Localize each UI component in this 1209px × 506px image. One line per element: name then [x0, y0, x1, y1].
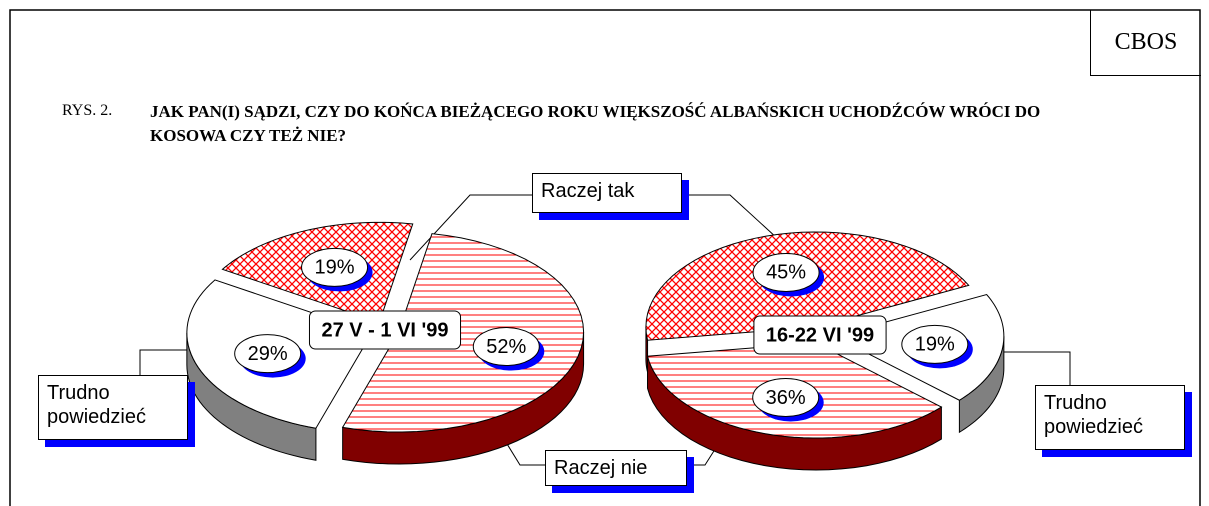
- subtitle-box: [308, 310, 462, 350]
- subtitle-box: [753, 315, 887, 355]
- slice: [341, 233, 585, 433]
- value-label: 19%: [315, 257, 355, 279]
- pie: 19% 52% 29% 27 V - 1 VI '99: [186, 221, 585, 465]
- value-label: 36%: [766, 387, 806, 409]
- value-label: 45%: [766, 262, 806, 284]
- label-bubble: [234, 334, 302, 374]
- category-label: Raczej nie: [545, 450, 687, 486]
- source: CBOS: [1090, 10, 1201, 76]
- leader-lines: [139, 194, 1071, 466]
- category-label: Trudno powiedzieć: [38, 375, 188, 440]
- value-label: 52%: [486, 336, 526, 358]
- label-bubble: [752, 252, 820, 292]
- figure-label: RYS. 2.: [62, 102, 113, 119]
- pie-subtitle: 16-22 VI '99: [766, 324, 874, 346]
- frame: [9, 9, 1201, 506]
- category-label: Trudno powiedzieć: [1035, 385, 1185, 450]
- pie: 45% 19% 36% 16-22 VI '99: [645, 231, 1005, 471]
- label-bubble: [901, 324, 969, 364]
- chart-title: JAK PAN(I) SĄDZI, CZY DO KOŃCA BIEŻĄCEGO…: [150, 102, 1041, 145]
- label-bubble: [472, 327, 540, 367]
- value-label: 29%: [248, 343, 288, 365]
- pie-subtitle: 27 V - 1 VI '99: [321, 319, 448, 341]
- value-label: 19%: [915, 334, 955, 356]
- label-bubble: [752, 377, 820, 417]
- label-bubble: [301, 247, 369, 287]
- category-label: Raczej tak: [532, 173, 682, 213]
